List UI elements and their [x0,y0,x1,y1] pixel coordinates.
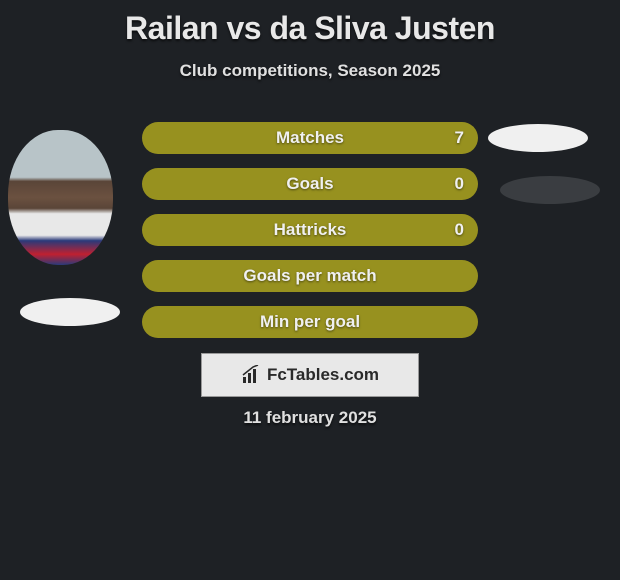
branding-box[interactable]: FcTables.com [201,353,419,397]
footer-date: 11 february 2025 [0,408,620,428]
stat-value: 0 [455,220,464,240]
placeholder-ellipse-right-1 [488,124,588,152]
stat-row-matches: Matches 7 [142,122,478,154]
stat-label: Goals [286,174,333,194]
stat-row-hattricks: Hattricks 0 [142,214,478,246]
stat-row-goals: Goals 0 [142,168,478,200]
page-subtitle: Club competitions, Season 2025 [0,61,620,81]
stat-value: 0 [455,174,464,194]
placeholder-ellipse-right-2 [500,176,600,204]
stat-label: Min per goal [260,312,360,332]
stat-row-goals-per-match: Goals per match [142,260,478,292]
stat-value: 7 [455,128,464,148]
placeholder-ellipse-left [20,298,120,326]
stats-bars: Matches 7 Goals 0 Hattricks 0 Goals per … [142,122,478,352]
stat-row-min-per-goal: Min per goal [142,306,478,338]
stat-label: Matches [276,128,344,148]
chart-icon [241,365,261,385]
stat-label: Goals per match [243,266,376,286]
player-left-avatar [8,130,113,265]
stat-label: Hattricks [274,220,347,240]
branding-text: FcTables.com [267,365,379,385]
page-title: Railan vs da Sliva Justen [0,0,620,47]
